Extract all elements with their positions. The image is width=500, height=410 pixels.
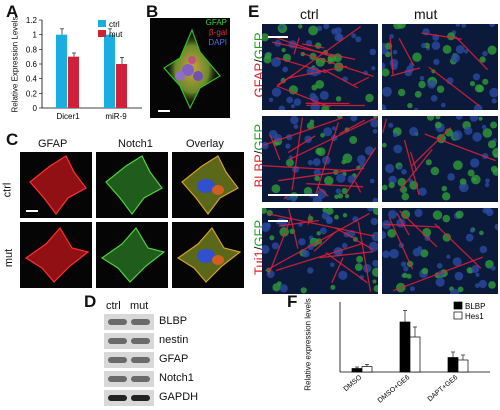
legend-label-Hes1: Hes1: [465, 312, 484, 321]
blot-band: [131, 338, 150, 344]
blot-strip: [104, 371, 154, 387]
bar-mut-miR-9: [116, 64, 127, 108]
panel-a-letter: A: [6, 2, 19, 21]
panel-c-micrograph: [96, 222, 168, 288]
legend-swatch-BLBP: [453, 301, 463, 310]
panel-c-micrograph: [20, 152, 92, 218]
y-tick-label: 0.8: [26, 45, 38, 54]
bar-Hes1-DAPT+GE6: [457, 359, 469, 373]
panel-d-letter: D: [84, 292, 97, 311]
blot-label: GAPDH: [159, 391, 199, 403]
panel-f-letter: F: [287, 292, 298, 311]
legend-swatch-ctrl: [98, 20, 106, 27]
blot-band: [108, 395, 127, 401]
panel-c-micrograph: [172, 152, 244, 218]
blot-strip: [104, 390, 154, 406]
panel-e-micrograph: [262, 116, 378, 202]
panel-e-micrograph: [262, 208, 378, 294]
panel-c-grid: [20, 152, 244, 288]
panel-b-legend-gfap: GFAP: [205, 18, 227, 27]
y-tick-label: 0.4: [26, 75, 38, 84]
x-tick-label-miR-9: miR-9: [105, 112, 127, 121]
blot-strip: [104, 314, 154, 330]
bar-BLBP-DMSO+GE6: [399, 321, 411, 373]
legend-label-ctrl: ctrl: [109, 20, 120, 29]
blot-strip: [104, 352, 154, 368]
bar-BLBP-DMSO: [351, 368, 363, 373]
panel-e-col-ctrl: ctrl: [300, 6, 319, 22]
panel-c-col-gfap: GFAP: [38, 138, 68, 150]
blot-band: [131, 357, 150, 363]
panel-e-grid: [262, 24, 498, 294]
blot-band: [108, 376, 127, 382]
blot-band: [108, 357, 127, 363]
blot-row-gfap: GFAP: [104, 352, 224, 369]
panel-c-letter: C: [6, 130, 19, 149]
panel-b-image: GFAP β-gal DAPI: [150, 18, 230, 118]
blot-label: Notch1: [159, 372, 194, 384]
panel-d-col-ctrl: ctrl: [106, 300, 121, 312]
panel-e-micrograph: [382, 116, 498, 202]
panel-e-micrograph: [382, 24, 498, 110]
panel-d-blot: BLBP nestin GFAP Notch1 GAPDH: [104, 314, 224, 410]
panel-e-micrograph: [382, 208, 498, 294]
x-tick-label-DMSO: DMSO: [343, 374, 364, 393]
blot-row-nestin: nestin: [104, 333, 224, 350]
bar-Hes1-DMSO+GE6: [409, 336, 421, 373]
panel-b-legend-dapi: DAPI: [208, 38, 227, 47]
y-tick-label: 1: [33, 31, 38, 40]
panel-c-micrograph: [172, 222, 244, 288]
x-tick-label-DMSO+GE6: DMSO+GE6: [377, 374, 412, 405]
blot-row-gapdh: GAPDH: [104, 390, 224, 407]
panel-b-legend-bgal: β-gal: [209, 28, 227, 37]
y-tick-label: 0.2: [26, 89, 38, 98]
panel-c-row-ctrl: ctrl: [1, 182, 14, 198]
bar-mut-Dicer1: [68, 56, 79, 108]
panel-e-micrograph: [262, 24, 378, 110]
legend-swatch-Hes1: [453, 311, 463, 320]
panel-d-col-mut: mut: [130, 300, 149, 312]
y-tick-label: 1.2: [26, 16, 38, 25]
bar-Hes1-DMSO: [361, 366, 373, 373]
panel-c-col-notch1: Notch1: [118, 138, 153, 150]
panel-c-micrograph: [20, 222, 92, 288]
panel-b-letter: B: [146, 2, 159, 21]
bar-BLBP-DAPT+GE6: [447, 357, 459, 373]
y-tick-label: 0: [33, 104, 38, 113]
panel-c-col-overlay: Overlay: [186, 138, 224, 150]
bar-ctrl-miR-9: [104, 34, 115, 108]
legend-label-BLBP: BLBP: [465, 302, 485, 311]
bar-ctrl-Dicer1: [56, 34, 67, 108]
blot-label: nestin: [159, 334, 189, 346]
blot-strip: [104, 333, 154, 349]
legend-label-mut: mut: [109, 30, 123, 39]
blot-band: [131, 395, 150, 401]
blot-band: [108, 319, 127, 325]
blot-label: GFAP: [159, 353, 189, 365]
panel-f-ylabel: Relative expression levels: [303, 298, 313, 391]
blot-band: [131, 319, 150, 325]
blot-row-notch1: Notch1: [104, 371, 224, 388]
blot-row-blbp: BLBP: [104, 314, 224, 331]
panel-c-micrograph: [96, 152, 168, 218]
x-tick-label-Dicer1: Dicer1: [56, 112, 80, 121]
panel-e-letter: E: [248, 2, 260, 21]
legend-swatch-mut: [98, 30, 106, 37]
blot-label: BLBP: [159, 315, 188, 327]
x-tick-label-DAPT+GE6: DAPT+GE6: [427, 374, 460, 403]
y-tick-label: 0.6: [26, 60, 38, 69]
panel-e-col-mut: mut: [414, 6, 438, 22]
blot-band: [131, 376, 150, 382]
blot-band: [108, 338, 127, 344]
panel-c-row-mut: mut: [3, 248, 16, 268]
